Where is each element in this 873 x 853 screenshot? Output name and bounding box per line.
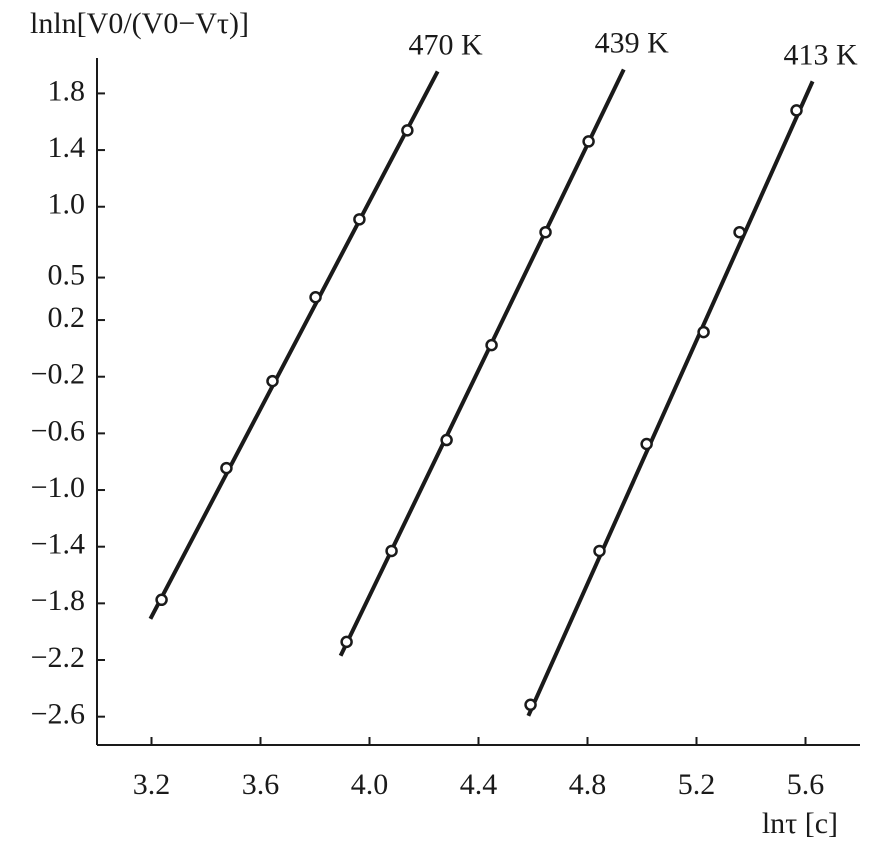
data-point [733, 225, 746, 239]
x-tick-label: 5.6 [787, 768, 825, 801]
data-point [266, 374, 279, 388]
data-point [340, 635, 353, 649]
data-point [353, 213, 366, 226]
y-tick-label: 1.0 [48, 188, 86, 221]
y-tick-label: −1.4 [31, 528, 85, 561]
y-tick-label: 0.2 [48, 301, 86, 334]
data-point [593, 544, 606, 558]
data-point [790, 104, 803, 117]
data-point [155, 593, 168, 607]
y-tick-label: −0.6 [31, 414, 85, 447]
y-tick-label: −0.2 [31, 358, 85, 391]
y-tick-label: 1.4 [48, 131, 86, 164]
data-point [440, 433, 453, 447]
fit-line [338, 68, 626, 657]
data-point [697, 325, 710, 339]
data-point [640, 437, 653, 451]
x-tick-label: 3.6 [242, 768, 280, 801]
data-point [220, 461, 233, 475]
series-label: 413 K [783, 38, 858, 71]
y-tick-label: −1.0 [31, 471, 85, 504]
data-point [524, 698, 537, 712]
x-tick-label: 3.2 [133, 768, 171, 801]
x-axis-label: lnτ [c] [762, 807, 838, 840]
data-point [309, 290, 322, 304]
fit-line [148, 70, 440, 620]
y-tick-label: −2.6 [31, 698, 85, 731]
data-point [401, 124, 414, 137]
x-tick-label: 4.4 [460, 768, 498, 801]
y-tick-label: 0.5 [48, 258, 86, 291]
x-tick-label: 4.0 [351, 768, 389, 801]
fit-line [526, 80, 815, 717]
data-point [485, 338, 498, 352]
y-tick-label: −2.2 [31, 641, 85, 674]
data-point [385, 544, 398, 558]
x-tick-label: 4.8 [569, 768, 607, 801]
data-point [539, 225, 552, 239]
y-tick-label: 1.8 [48, 74, 86, 107]
y-axis-label: lnln[V0/(V0−Vτ)] [30, 7, 249, 40]
series-label: 470 K [409, 28, 484, 61]
data-point [582, 135, 595, 148]
series-label: 439 K [595, 26, 670, 59]
y-tick-label: −1.8 [31, 584, 85, 617]
x-tick-label: 5.2 [678, 768, 716, 801]
